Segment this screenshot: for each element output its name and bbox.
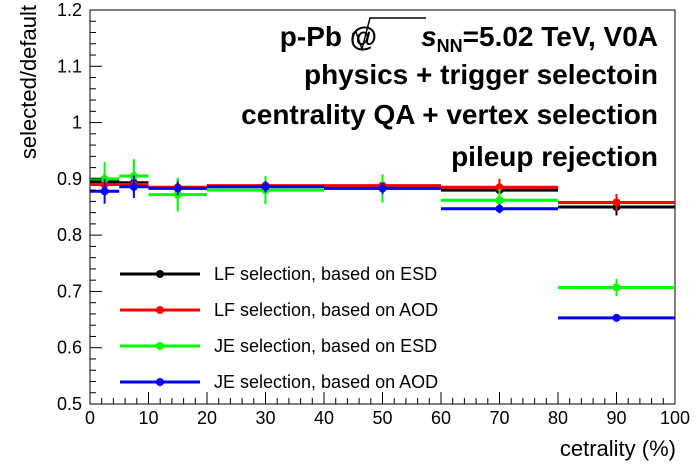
data-point (378, 184, 387, 193)
data-point (612, 283, 621, 292)
data-point (612, 198, 621, 207)
data-point (495, 183, 504, 192)
x-tick-label: 40 (314, 408, 334, 428)
x-tick-label: 0 (85, 408, 95, 428)
legend-marker (156, 378, 164, 386)
axes: 0 10 20 30 40 50 60 70 80 90 100 0.5 0.6 0.7 0.8 0.9 1 1.… (57, 0, 690, 428)
legend-marker (156, 306, 164, 314)
x-tick-label: 100 (660, 408, 690, 428)
annotation-line-2: physics + trigger selectoin (304, 59, 658, 90)
legend-label: JE selection, based on AOD (214, 372, 438, 392)
legend-marker (156, 342, 164, 350)
data-point (495, 204, 504, 213)
x-tick-label: 50 (372, 408, 392, 428)
x-tick-label: 90 (606, 408, 626, 428)
y-axis-title: selected/default (16, 5, 41, 159)
annotation-line-3: centrality QA + vertex selection (241, 99, 658, 130)
data-point (495, 196, 504, 205)
sqrt-symbol (351, 17, 426, 52)
legend-label: LF selection, based on ESD (214, 264, 437, 284)
legend-item: JE selection, based on ESD (120, 336, 437, 356)
data-series (90, 159, 675, 322)
data-point (129, 182, 138, 191)
data-point (261, 182, 270, 191)
legend-label: JE selection, based on ESD (214, 336, 437, 356)
y-tick-label: 1.2 (57, 0, 82, 20)
y-tick-label: 0.6 (57, 338, 82, 358)
y-tick-label: 0.8 (57, 225, 82, 245)
y-tick-label: 1.1 (57, 56, 82, 76)
data-point (173, 184, 182, 193)
x-axis-title: cetrality (%) (560, 436, 676, 461)
y-tick-label: 0.9 (57, 169, 82, 189)
y-tick-label: 0.5 (57, 394, 82, 414)
data-point (612, 313, 621, 322)
x-tick-label: 30 (255, 408, 275, 428)
legend-item: JE selection, based on AOD (120, 372, 438, 392)
annotation: p-Pb @ sNN=5.02 TeV, V0A physics + trigge… (241, 17, 658, 172)
y-tick-label: 0.7 (57, 281, 82, 301)
legend-item: LF selection, based on ESD (120, 264, 437, 284)
legend-marker (156, 270, 164, 278)
legend: LF selection, based on ESD LF selection, … (120, 264, 438, 392)
x-tick-label: 20 (197, 408, 217, 428)
y-tick-label: 1 (72, 113, 82, 133)
data-point (100, 187, 109, 196)
legend-label: LF selection, based on AOD (214, 300, 438, 320)
annotation-line-1: p-Pb @ sNN=5.02 TeV, V0A (280, 21, 658, 56)
x-tick-label: 70 (489, 408, 509, 428)
x-tick-label: 80 (548, 408, 568, 428)
x-tick-label: 60 (431, 408, 451, 428)
x-tick-label: 10 (138, 408, 158, 428)
legend-item: LF selection, based on AOD (120, 300, 438, 320)
annotation-line-4: pileup rejection (451, 141, 658, 172)
series-4 (90, 175, 675, 322)
